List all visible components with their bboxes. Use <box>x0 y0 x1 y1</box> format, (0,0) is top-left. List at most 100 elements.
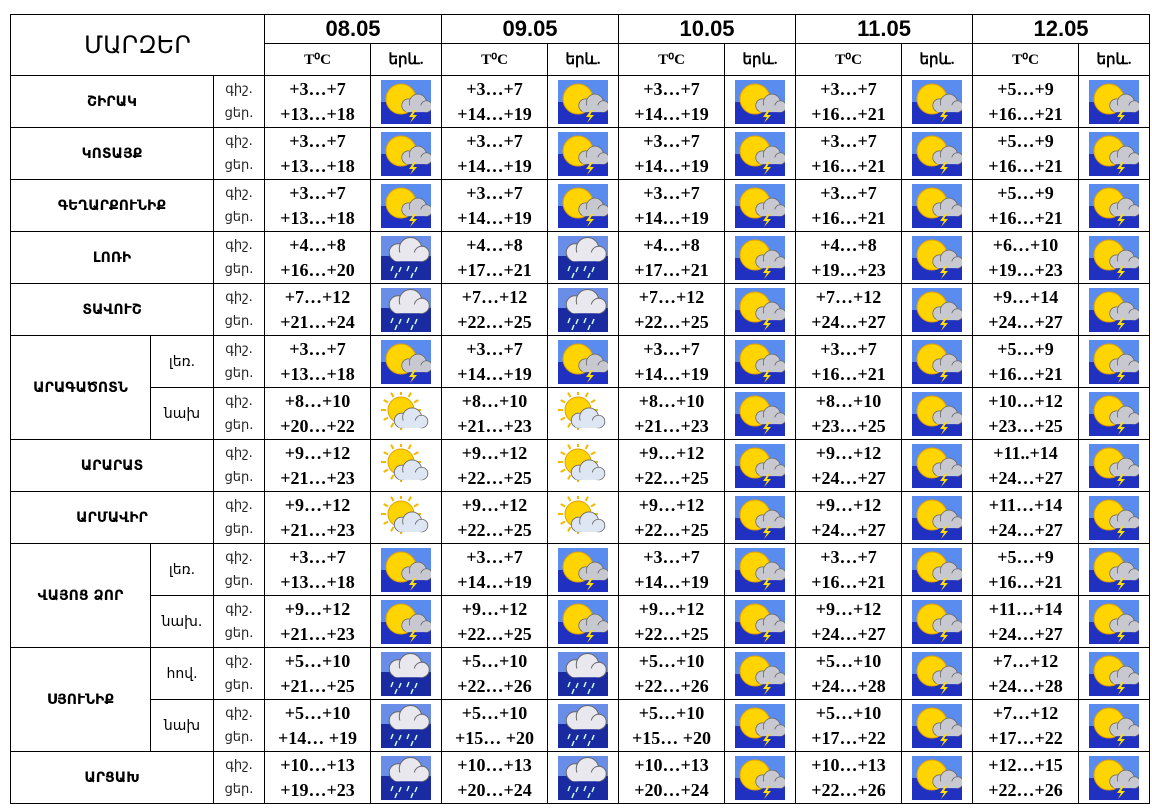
temp-range: +9…+12 <box>638 494 705 515</box>
temp-range: +8…+10 <box>815 390 882 411</box>
weather-icon <box>381 703 432 748</box>
period-labels: գիշ. ցեր. <box>212 439 266 492</box>
temp-range: +16…+21 <box>811 155 886 176</box>
temp-label: T⁰C <box>795 43 903 76</box>
icon-cell <box>901 439 974 492</box>
region-row: ԼՈՌԻ գիշ. ցեր. +4…+8 +16…+20 +4…+8 +17…+21 +4…+… <box>10 231 1151 284</box>
weather-icon <box>912 339 963 384</box>
weather-icon <box>1089 79 1140 124</box>
weather-icon <box>912 79 963 124</box>
icon-label: երև. <box>901 43 974 76</box>
temp-cell: +5…+10 +22…+26 <box>441 647 549 700</box>
temp-range: +9…+12 <box>461 598 528 619</box>
temp-cell: +3…+7 +16…+21 <box>795 75 903 128</box>
temp-range: +19…+23 <box>280 779 355 800</box>
temp-range: +23…+25 <box>988 415 1063 436</box>
period-label: ցեր. <box>224 313 254 329</box>
temp-cell: +5…+9 +16…+21 <box>972 75 1080 128</box>
weather-icon <box>912 755 963 800</box>
weather-icon <box>1089 183 1140 228</box>
temp-cell: +9…+14 +24…+27 <box>972 283 1080 336</box>
temp-range: +19…+23 <box>811 259 886 280</box>
temp-range: +24…+27 <box>811 311 886 332</box>
temp-cell: +3…+7 +16…+21 <box>795 543 903 596</box>
temp-range: +24…+27 <box>988 467 1063 488</box>
temp-range: +21…+23 <box>280 519 355 540</box>
period-label: գիշ. <box>225 757 253 773</box>
temp-cell: +8…+10 +23…+25 <box>795 387 903 440</box>
icon-cell <box>1078 179 1151 232</box>
icon-cell <box>547 127 620 180</box>
subregion: լեռ. <box>150 335 214 388</box>
temp-range: +3…+7 <box>643 182 700 203</box>
temp-range: +14…+19 <box>457 363 532 384</box>
temp-range: +7…+12 <box>638 286 705 307</box>
temp-range: +10…+13 <box>634 754 709 775</box>
temp-cell: +3…+7 +14…+19 <box>618 543 726 596</box>
weather-icon <box>912 495 963 540</box>
temp-range: +22…+25 <box>457 311 532 332</box>
weather-icon <box>912 703 963 748</box>
period-label: գիշ. <box>225 653 253 669</box>
temp-range: +21…+25 <box>280 675 355 696</box>
icon-cell <box>547 699 620 752</box>
weather-icon <box>381 755 432 800</box>
temp-range: +22…+25 <box>634 519 709 540</box>
subregion: հով. <box>150 647 214 700</box>
temp-cell: +3…+7 +14…+19 <box>441 127 549 180</box>
temp-range: +5…+10 <box>815 650 882 671</box>
temp-range: +3…+7 <box>289 546 346 567</box>
weather-icon <box>1089 599 1140 644</box>
region-name: ԱՐԱՐԱՏ <box>10 439 214 492</box>
temp-cell: +7…+12 +17…+22 <box>972 699 1080 752</box>
temp-cell: +9…+12 +22…+25 <box>618 439 726 492</box>
weather-icon <box>735 235 786 280</box>
date: 10.05 <box>618 14 797 44</box>
temp-range: +14…+19 <box>634 363 709 384</box>
temp-range: +14…+19 <box>634 155 709 176</box>
temp-range: +11…+14 <box>988 494 1063 515</box>
temp-range: +3…+7 <box>643 338 700 359</box>
icon-cell <box>1078 439 1151 492</box>
temp-range: +14… +19 <box>278 727 358 748</box>
temp-cell: +5…+9 +16…+21 <box>972 127 1080 180</box>
icon-cell <box>1078 387 1151 440</box>
temp-range: +10…+13 <box>280 754 355 775</box>
weather-icon <box>381 599 432 644</box>
temp-range: +17…+22 <box>811 727 886 748</box>
temp-label: T⁰C <box>972 43 1080 76</box>
period-labels: գիշ. ցեր. <box>212 595 266 648</box>
temp-range: +24…+28 <box>811 675 886 696</box>
weather-icon <box>912 443 963 488</box>
weather-icon <box>912 183 963 228</box>
temp-range: +16…+21 <box>988 103 1063 124</box>
region-name: ՏԱՎՈՒՇ <box>10 283 214 336</box>
region-name: ԱՐՑԱԽ <box>10 751 214 804</box>
icon-cell <box>370 283 443 336</box>
icon-cell <box>724 439 797 492</box>
weather-icon <box>1089 391 1140 436</box>
region-row: ԱՐԱՐԱՏ գիշ. ցեր. +9…+12 +21…+23 +9…+12 +22…+25… <box>10 439 1151 492</box>
period-labels: գիշ. ցեր. <box>212 335 266 388</box>
temp-range: +3…+7 <box>466 546 523 567</box>
icon-cell <box>1078 699 1151 752</box>
temp-range: +3…+7 <box>820 182 877 203</box>
weather-icon <box>735 79 786 124</box>
temp-range: +3…+7 <box>820 78 877 99</box>
temp-cell: +3…+7 +14…+19 <box>441 543 549 596</box>
icon-cell <box>901 231 974 284</box>
weather-icon <box>1089 547 1140 592</box>
icon-cell <box>547 751 620 804</box>
temp-range: +4…+8 <box>643 234 700 255</box>
icon-cell <box>901 283 974 336</box>
icon-cell <box>724 179 797 232</box>
temp-cell: +3…+7 +14…+19 <box>618 335 726 388</box>
icon-cell <box>724 127 797 180</box>
icon-cell <box>547 283 620 336</box>
icon-cell <box>1078 75 1151 128</box>
period-labels: գիշ. ցեր. <box>212 751 266 804</box>
period-label: գիշ. <box>225 237 253 253</box>
temp-range: +5…+10 <box>284 650 351 671</box>
icon-cell <box>547 491 620 544</box>
temp-range: +17…+22 <box>988 727 1063 748</box>
